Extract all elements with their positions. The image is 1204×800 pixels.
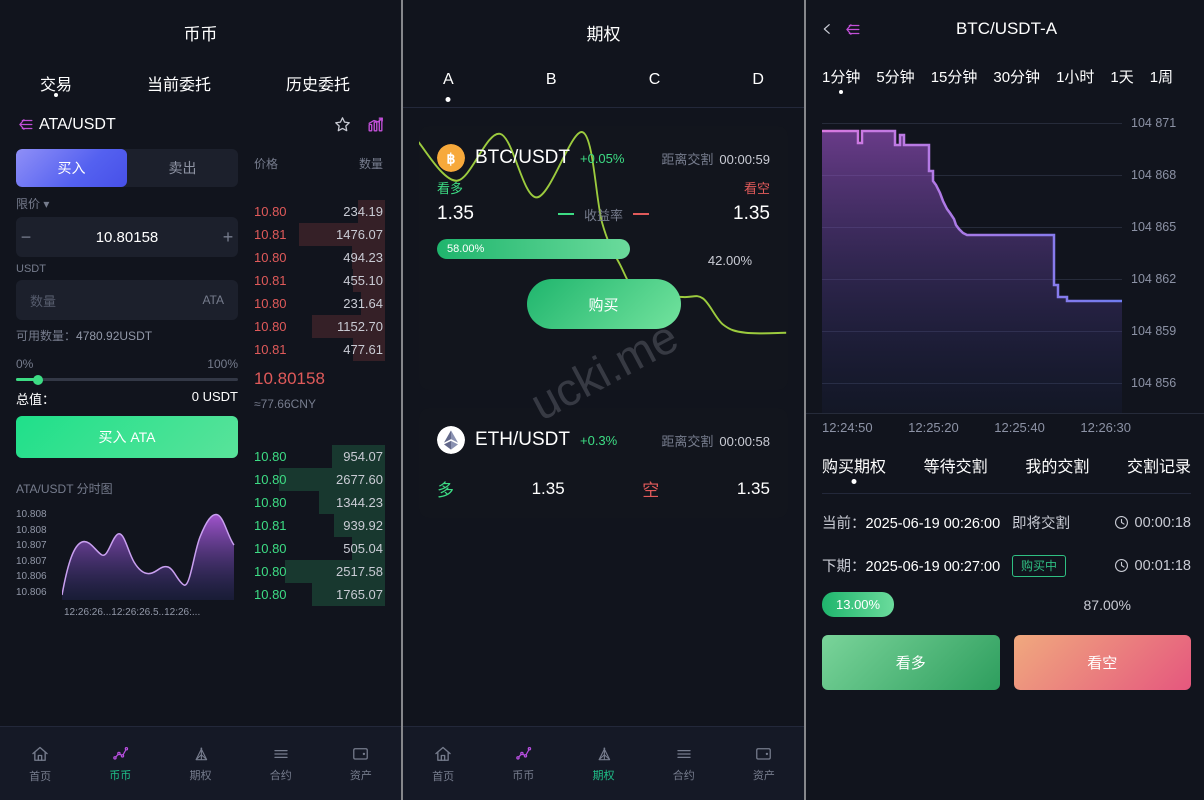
- svg-text:฿: ฿: [447, 150, 456, 166]
